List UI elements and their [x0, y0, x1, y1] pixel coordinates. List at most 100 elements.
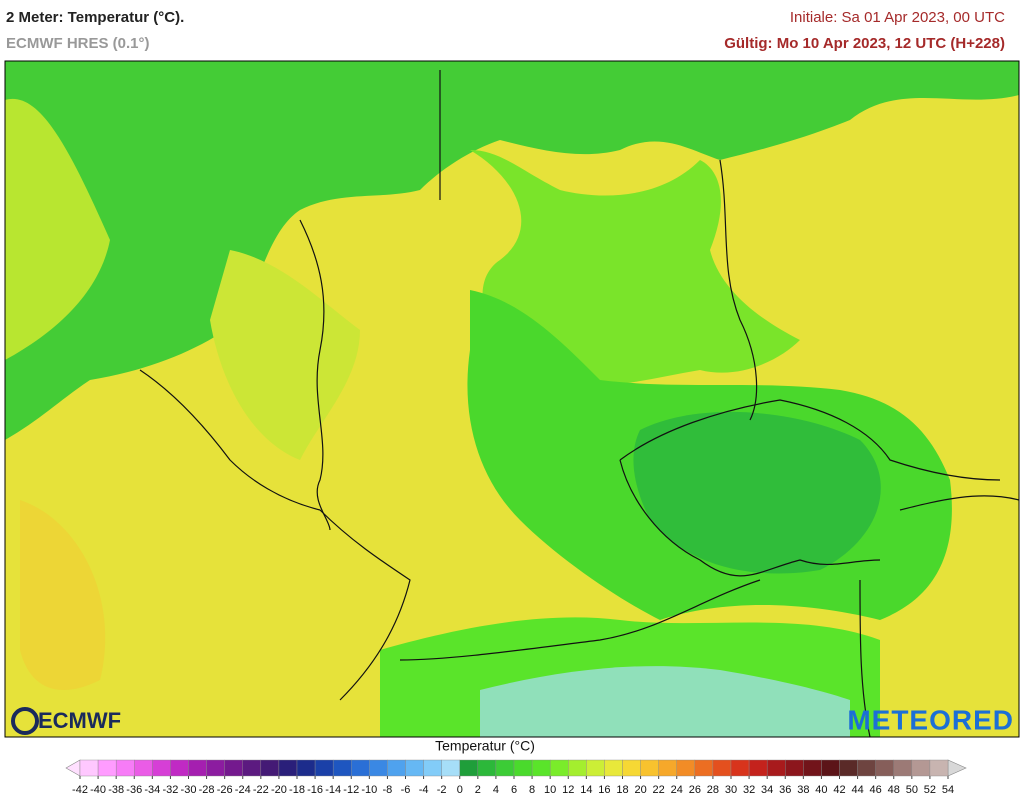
france-warm	[20, 500, 106, 690]
colorbar-bin	[369, 759, 388, 777]
colorbar-bin	[875, 759, 894, 777]
colorbar-bin	[278, 759, 298, 777]
colorbar-tick-label: -6	[401, 784, 411, 796]
colorbar-tick-label: 2	[475, 784, 481, 796]
colorbar-tick-label: 12	[562, 784, 574, 796]
colorbar-bin	[115, 759, 135, 777]
colorbar-bin	[170, 759, 189, 777]
colorbar-tick-label: 36	[779, 784, 791, 796]
colorbar-tick-label: 30	[725, 784, 737, 796]
colorbar-tick-label: 34	[761, 784, 773, 796]
colorbar-tick-label: 4	[493, 784, 499, 796]
colorbar-tick-label: 46	[870, 784, 882, 796]
colorbar-tick-label: 22	[653, 784, 665, 796]
logo-right: METEORED	[847, 704, 1014, 735]
colorbar-bin	[513, 759, 533, 777]
colorbar-tick-label: -38	[108, 784, 124, 796]
colorbar-tick-label: 6	[511, 784, 517, 796]
colorbar-bin	[351, 759, 370, 777]
colorbar-tick-label: 38	[797, 784, 809, 796]
colorbar-tick-label: 24	[671, 784, 683, 796]
colorbar-tick-label: -40	[90, 784, 106, 796]
colorbar-bin	[730, 759, 750, 777]
colorbar-bin	[97, 759, 117, 777]
colorbar-tick-label: 44	[851, 784, 863, 796]
colorbar-bin	[332, 759, 352, 777]
colorbar-bin	[423, 759, 442, 777]
colorbar-bin	[640, 759, 659, 777]
colorbar-bin	[911, 759, 931, 777]
colorbar-bin	[387, 759, 406, 777]
colorbar-bin	[242, 759, 262, 777]
colorbar-tick-label: -22	[253, 784, 269, 796]
colorbar-title: Temperatur (°C)	[435, 738, 535, 754]
colorbar-tick-label: 10	[544, 784, 556, 796]
colorbar-bin	[405, 759, 424, 777]
colorbar-tick-label: -34	[144, 784, 160, 796]
colorbar-bin	[477, 759, 497, 777]
colorbar-bin	[622, 759, 641, 777]
colorbar-tick-label: 18	[616, 784, 628, 796]
colorbar-tick-label: 50	[906, 784, 918, 796]
colorbar-bin	[314, 759, 334, 777]
colorbar-bin	[803, 759, 822, 777]
colorbar-tick-label: 42	[833, 784, 845, 796]
colorbar-bin	[676, 759, 696, 777]
colorbar-bin	[224, 759, 243, 777]
colorbar-tick-label: -24	[235, 784, 251, 796]
colorbar-bin	[893, 759, 913, 777]
colorbar-tick-label: 32	[743, 784, 755, 796]
colorbar-bin	[152, 759, 171, 777]
colorbar-bin	[79, 759, 99, 777]
alps-cold	[480, 666, 850, 737]
colorbar-bin	[260, 759, 280, 777]
colorbar-tick-label: 26	[689, 784, 701, 796]
colorbar: -42 -40 -38 -36 -34 -32 -30 -28 -26 -24 -22 -20 -18-…	[65, 759, 967, 796]
colorbar-tick-label: -4	[419, 784, 429, 796]
map-title: 2 Meter: Temperatur (°C).	[6, 9, 184, 26]
colorbar-low-end	[65, 759, 81, 777]
colorbar-tick-label: 8	[529, 784, 535, 796]
borders	[139, 70, 1019, 737]
czech-cool	[633, 411, 881, 574]
colorbar-bin	[857, 759, 876, 777]
colorbar-bin	[712, 759, 732, 777]
init-time: Initiale: Sa 01 Apr 2023, 00 UTC	[790, 9, 1005, 26]
colorbar-tick-label: 48	[888, 784, 900, 796]
colorbar-high-end	[947, 759, 967, 777]
colorbar-tick-label: -18	[289, 784, 305, 796]
colorbar-tick-label: -26	[217, 784, 233, 796]
colorbar-tick-label: 14	[580, 784, 592, 796]
colorbar-tick-label: -2	[437, 784, 447, 796]
colorbar-tick-label: -12	[343, 784, 359, 796]
colorbar-bin	[188, 759, 207, 777]
benelux	[210, 250, 360, 460]
colorbar-bin	[531, 759, 551, 777]
colorbar-bin	[568, 759, 587, 777]
colorbar-tick-label: -14	[325, 784, 341, 796]
colorbar-tick-label: -20	[271, 784, 287, 796]
colorbar-bin	[296, 759, 316, 777]
colorbar-bin	[206, 759, 225, 777]
colorbar-tick-label: -42	[72, 784, 88, 796]
colorbar-bin	[441, 759, 460, 777]
map	[5, 61, 1019, 737]
colorbar-tick-label: -32	[162, 784, 178, 796]
colorbar-tick-label: 54	[942, 784, 954, 796]
colorbar-bin	[839, 759, 858, 777]
colorbar-tick-label: -36	[126, 784, 142, 796]
colorbar-tick-label: -30	[181, 784, 197, 796]
ecmwf-logo: ECMWF	[11, 707, 121, 735]
colorbar-bin	[495, 759, 515, 777]
colorbar-bin	[604, 759, 623, 777]
colorbar-tick-label: -10	[361, 784, 377, 796]
band-north	[470, 150, 800, 386]
valid-time: Gültig: Mo 10 Apr 2023, 12 UTC (H+228)	[724, 35, 1005, 52]
colorbar-bin	[748, 759, 768, 777]
colorbar-tick-label: 28	[707, 784, 719, 796]
colorbar-bin	[785, 759, 804, 777]
uk-land	[5, 98, 110, 361]
sea-cool	[5, 61, 1019, 440]
